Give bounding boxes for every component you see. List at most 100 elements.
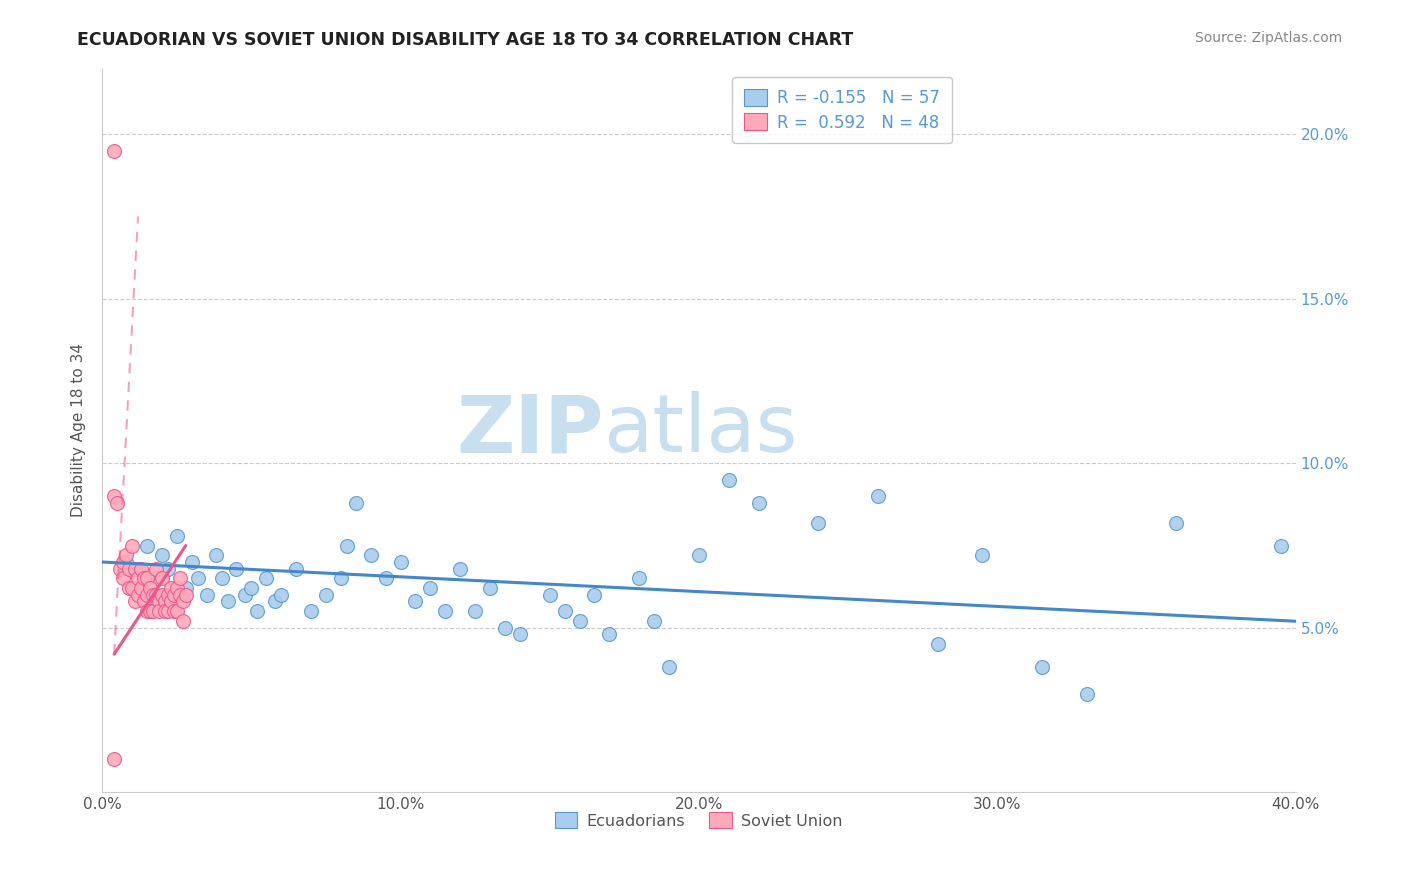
Point — [160, 594, 183, 608]
Point — [246, 604, 269, 618]
Point — [204, 549, 226, 563]
Point — [449, 561, 471, 575]
Point — [807, 516, 830, 530]
Point — [172, 614, 194, 628]
Point — [103, 144, 125, 158]
Point — [374, 571, 396, 585]
Point — [145, 588, 167, 602]
Y-axis label: Disability Age 18 to 34: Disability Age 18 to 34 — [72, 343, 86, 517]
Point — [419, 582, 441, 596]
Point — [554, 604, 576, 618]
Point — [148, 594, 170, 608]
Point — [115, 549, 138, 563]
Point — [163, 588, 186, 602]
Point — [336, 539, 359, 553]
Point — [866, 489, 889, 503]
Point — [494, 621, 516, 635]
Text: atlas: atlas — [603, 392, 797, 469]
Point — [568, 614, 591, 628]
Point — [688, 549, 710, 563]
Point — [329, 571, 352, 585]
Point — [299, 604, 322, 618]
Point — [127, 588, 149, 602]
Point — [108, 561, 131, 575]
Point — [121, 582, 143, 596]
Point — [166, 604, 188, 618]
Point — [389, 555, 412, 569]
Point — [1031, 660, 1053, 674]
Point — [115, 555, 138, 569]
Point — [972, 549, 994, 563]
Point — [112, 555, 135, 569]
Point — [145, 571, 167, 585]
Point — [643, 614, 665, 628]
Point — [103, 752, 125, 766]
Point — [132, 571, 155, 585]
Point — [153, 594, 176, 608]
Point — [148, 604, 170, 618]
Point — [103, 489, 125, 503]
Point — [124, 561, 146, 575]
Point — [136, 604, 159, 618]
Point — [344, 496, 367, 510]
Point — [404, 594, 426, 608]
Point — [509, 627, 531, 641]
Point — [211, 571, 233, 585]
Point — [142, 604, 165, 618]
Text: ECUADORIAN VS SOVIET UNION DISABILITY AGE 18 TO 34 CORRELATION CHART: ECUADORIAN VS SOVIET UNION DISABILITY AG… — [77, 31, 853, 49]
Point — [150, 588, 173, 602]
Point — [187, 571, 209, 585]
Point — [717, 473, 740, 487]
Point — [121, 539, 143, 553]
Point — [145, 561, 167, 575]
Point — [150, 571, 173, 585]
Point — [748, 496, 770, 510]
Point — [156, 588, 179, 602]
Point — [156, 604, 179, 618]
Point — [150, 549, 173, 563]
Point — [598, 627, 620, 641]
Point — [142, 588, 165, 602]
Point — [160, 582, 183, 596]
Point — [136, 571, 159, 585]
Point — [163, 604, 186, 618]
Point — [315, 588, 337, 602]
Point — [583, 588, 606, 602]
Point — [174, 588, 197, 602]
Point — [132, 594, 155, 608]
Point — [235, 588, 257, 602]
Point — [172, 594, 194, 608]
Text: ZIP: ZIP — [456, 392, 603, 469]
Point — [139, 604, 162, 618]
Point — [174, 582, 197, 596]
Point — [112, 571, 135, 585]
Point — [254, 571, 277, 585]
Point — [464, 604, 486, 618]
Point — [169, 588, 191, 602]
Point — [628, 571, 651, 585]
Point — [434, 604, 457, 618]
Point — [139, 582, 162, 596]
Legend: Ecuadorians, Soviet Union: Ecuadorians, Soviet Union — [548, 805, 849, 835]
Point — [285, 561, 308, 575]
Point — [136, 539, 159, 553]
Point — [264, 594, 287, 608]
Point — [658, 660, 681, 674]
Point — [1076, 687, 1098, 701]
Point — [360, 549, 382, 563]
Point — [927, 637, 949, 651]
Point — [195, 588, 218, 602]
Point — [118, 582, 141, 596]
Text: Source: ZipAtlas.com: Source: ZipAtlas.com — [1195, 31, 1343, 45]
Point — [479, 582, 502, 596]
Point — [225, 561, 247, 575]
Point — [127, 571, 149, 585]
Point — [153, 604, 176, 618]
Point — [105, 496, 128, 510]
Point — [129, 582, 152, 596]
Point — [1270, 539, 1292, 553]
Point — [156, 561, 179, 575]
Point — [127, 561, 149, 575]
Point — [166, 582, 188, 596]
Point — [270, 588, 292, 602]
